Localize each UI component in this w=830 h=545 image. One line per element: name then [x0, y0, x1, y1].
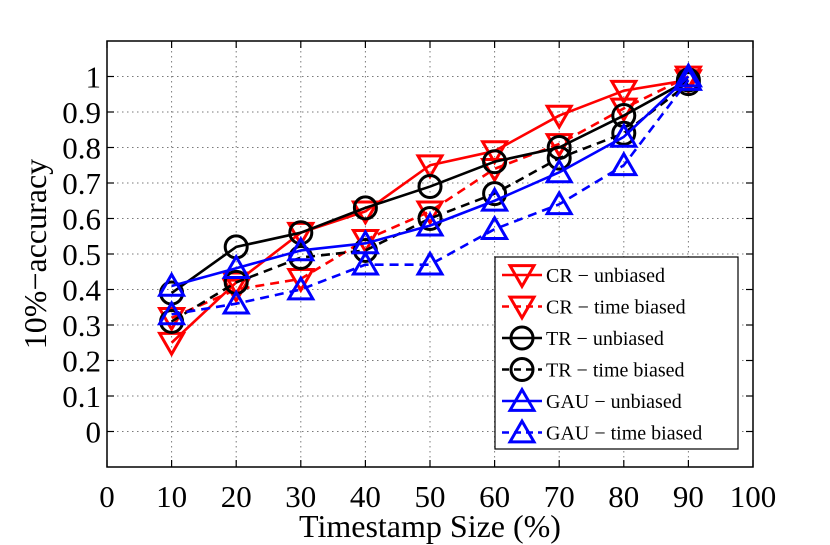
data-point — [609, 150, 639, 177]
y-tick-label: 0.2 — [62, 344, 101, 379]
data-point — [546, 145, 572, 171]
x-axis-title: Timestamp Size (%) — [299, 508, 561, 544]
legend-box — [494, 256, 739, 450]
x-tick-label: 80 — [608, 479, 639, 514]
x-tick-label: 20 — [221, 479, 252, 514]
data-point — [673, 65, 703, 91]
series-line — [171, 75, 689, 320]
data-point — [288, 220, 314, 246]
x-tick-label: 60 — [479, 479, 510, 514]
data-point — [544, 157, 574, 184]
data-point — [544, 104, 574, 130]
data-point — [480, 214, 510, 241]
data-point — [286, 275, 316, 301]
data-point — [221, 289, 251, 315]
data-point — [417, 206, 443, 231]
data-point — [350, 250, 380, 276]
data-point — [286, 236, 316, 262]
legend-entry: CR − time biased — [502, 295, 686, 321]
data-point — [611, 120, 637, 146]
series-line — [170, 78, 689, 344]
data-point — [352, 195, 378, 221]
x-tick-label: 30 — [285, 479, 316, 514]
y-tick-label: 0.5 — [62, 237, 101, 272]
data-point — [609, 97, 639, 123]
data-point — [609, 122, 639, 148]
legend-entry: CR − unbiased — [502, 264, 665, 290]
series-6 — [157, 65, 703, 326]
y-tick-label: 0.3 — [62, 308, 101, 343]
legend-entry: GAU − unbiased — [502, 386, 682, 413]
data-point — [609, 79, 639, 106]
axis-ticks — [106, 41, 754, 467]
data-point — [417, 174, 443, 200]
x-tick-label: 90 — [673, 479, 704, 514]
legend-marker — [507, 295, 537, 321]
legend-label: CR − unbiased — [546, 265, 665, 287]
data-point — [221, 271, 251, 297]
data-point — [415, 211, 445, 237]
legend-entry: TR − unbiased — [502, 325, 664, 351]
legend-label: GAU − unbiased — [546, 391, 682, 413]
y-tick-label: 0.8 — [62, 131, 101, 166]
data-point — [480, 186, 510, 212]
y-tick-label: 0.6 — [62, 202, 101, 237]
legend-entry: TR − time biased — [502, 357, 684, 382]
series-line — [171, 75, 690, 288]
legend-entry: GAU − time biased — [502, 418, 702, 445]
y-tick-label: 0.7 — [62, 166, 101, 201]
tick-labels: 0 10 20 30 40 50 60 70 80 90 10000.10.20.30.40.50.… — [62, 60, 776, 515]
data-point — [673, 62, 703, 88]
legend-marker — [509, 357, 535, 382]
legend-label: CR − time biased — [546, 297, 686, 319]
legend-label: TR − time biased — [546, 360, 684, 382]
data-point — [415, 250, 445, 276]
y-tick-label: 1 — [86, 60, 102, 95]
x-tick-label: 50 — [415, 479, 446, 514]
legend: CR − unbiased CR − time biased TR − unbias… — [494, 256, 739, 450]
x-tick-label: 0 — [99, 479, 115, 514]
series-line — [171, 79, 690, 316]
series-line — [170, 78, 690, 295]
series-5 — [157, 62, 703, 297]
legend-marker — [509, 325, 535, 351]
data-point — [157, 299, 187, 326]
legend-label: TR − unbiased — [546, 328, 664, 350]
data-point — [544, 189, 574, 216]
x-tick-label: 40 — [350, 479, 381, 514]
legend-label: GAU − time biased — [546, 423, 702, 445]
x-tick-label: 70 — [544, 479, 575, 514]
y-tick-label: 0 — [86, 415, 102, 450]
data-point — [482, 149, 508, 175]
data-point — [157, 271, 187, 297]
legend-marker — [507, 264, 537, 290]
x-tick-label: 100 — [730, 479, 777, 514]
series-layer — [157, 62, 703, 358]
y-tick-label: 0.1 — [62, 379, 101, 414]
legend-marker — [507, 386, 537, 412]
y-tick-label: 0.4 — [62, 273, 101, 308]
data-point — [350, 200, 380, 226]
data-point — [415, 154, 445, 180]
y-axis-title: 10%−accuracy — [17, 159, 53, 349]
data-point — [415, 200, 445, 226]
x-tick-label: 10 — [156, 479, 187, 514]
series-line — [170, 82, 690, 323]
data-point — [482, 181, 508, 207]
data-point — [221, 253, 251, 280]
legend-marker — [507, 418, 537, 444]
y-tick-label: 0.9 — [62, 95, 101, 130]
